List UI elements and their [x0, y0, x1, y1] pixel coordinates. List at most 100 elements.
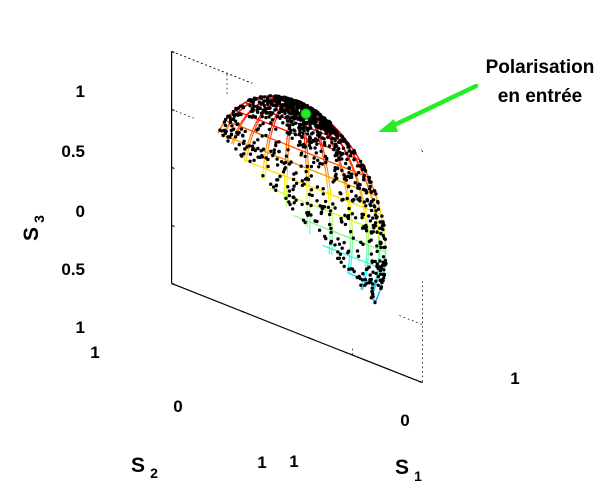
x-tick-1: 1: [289, 452, 298, 471]
scatter-point: [322, 187, 325, 190]
scatter-point: [369, 273, 372, 276]
scatter-point: [379, 287, 382, 290]
scatter-point: [230, 124, 233, 127]
scatter-point: [274, 189, 277, 192]
scatter-point: [299, 118, 302, 121]
scatter-point: [315, 143, 318, 146]
annotation-line-1: Polarisation: [486, 57, 595, 78]
scatter-point: [295, 111, 298, 114]
scatter-point: [273, 95, 276, 98]
meridian-segment: [328, 188, 329, 194]
scatter-point: [323, 144, 326, 147]
scatter-point: [336, 166, 339, 169]
scatter-point: [339, 253, 342, 256]
scatter-point: [305, 177, 308, 180]
scatter-point: [369, 280, 372, 283]
scatter-point: [364, 278, 367, 281]
meridian-segment: [331, 194, 332, 200]
scatter-point: [306, 214, 309, 217]
scatter-point: [361, 278, 364, 281]
scatter-point: [261, 174, 264, 177]
scatter-point: [258, 124, 261, 127]
scatter-point: [329, 209, 332, 212]
scatter-point: [306, 202, 309, 205]
scatter-point: [291, 116, 294, 119]
scatter-point: [334, 145, 337, 148]
scatter-point: [371, 271, 374, 274]
scatter-point: [373, 204, 376, 207]
scatter-point: [311, 194, 314, 197]
scatter-point: [256, 111, 259, 114]
scatter-point: [304, 155, 307, 158]
input-polarisation-marker: [301, 109, 311, 119]
scatter-point: [335, 153, 338, 156]
x-axis-label: S 1: [395, 456, 422, 484]
scatter-point: [271, 118, 274, 121]
scatter-point: [380, 214, 383, 217]
scatter-point: [331, 202, 334, 205]
scatter-point: [322, 205, 325, 208]
scatter-point: [281, 103, 284, 106]
scatter-point: [340, 157, 343, 160]
scatter-point: [293, 201, 296, 204]
scatter-point: [290, 120, 293, 123]
scatter-point: [282, 162, 285, 165]
scatter-point: [370, 252, 373, 255]
scatter-point: [269, 183, 272, 186]
scatter-point: [255, 128, 258, 131]
scatter-point: [285, 116, 288, 119]
scatter-point: [329, 227, 332, 230]
scatter-point: [323, 137, 326, 140]
scatter-point: [284, 103, 287, 106]
scatter-point: [249, 153, 252, 156]
meridian-segment: [265, 169, 266, 175]
scatter-point: [364, 204, 367, 207]
scatter-point: [342, 147, 345, 150]
scatter-point: [294, 133, 297, 136]
scatter-point: [287, 97, 290, 100]
scatter-point: [315, 151, 318, 154]
scatter-point: [344, 223, 347, 226]
scatter-point: [300, 165, 303, 168]
scatter-point: [270, 101, 273, 104]
scatter-point: [322, 121, 325, 124]
scatter-point: [316, 159, 319, 162]
scatter-point: [356, 249, 359, 252]
scatter-point: [318, 229, 321, 232]
scatter-point: [347, 207, 350, 210]
annotation-line-2: en entrée: [498, 86, 582, 107]
scatter-point: [256, 138, 259, 141]
scatter-point: [261, 115, 264, 118]
scatter-point: [373, 190, 376, 193]
scatter-point: [238, 143, 241, 146]
scatter-point: [359, 284, 362, 287]
scatter-point: [302, 143, 305, 146]
scatter-point: [341, 247, 344, 250]
scatter-point: [273, 104, 276, 107]
meridian-segment: [329, 183, 330, 189]
scatter-point: [310, 165, 313, 168]
scatter-point: [239, 113, 242, 116]
x-axis-label-text: S: [395, 456, 409, 479]
scatter-point: [312, 161, 315, 164]
scatter-point: [271, 154, 274, 157]
scatter-point: [371, 286, 374, 289]
scatter-point: [316, 130, 319, 133]
y-tick-3: 1: [257, 453, 266, 472]
scatter-point: [305, 170, 308, 173]
meridian-segment: [300, 108, 301, 110]
scatter-point: [317, 124, 320, 127]
z-axis-label-text: S: [20, 227, 43, 241]
scatter-point: [267, 107, 270, 110]
scatter-point: [349, 230, 352, 233]
scatter-point: [269, 121, 272, 124]
x-tick-3: 1: [510, 369, 519, 388]
scatter-point: [298, 100, 301, 103]
scatter-point: [331, 126, 334, 129]
scatter-point: [373, 301, 376, 304]
scatter-point: [330, 141, 333, 144]
scatter-point: [321, 162, 324, 165]
scatter-point: [306, 132, 309, 135]
scatter-point: [374, 213, 377, 216]
scatter-point: [341, 198, 344, 201]
